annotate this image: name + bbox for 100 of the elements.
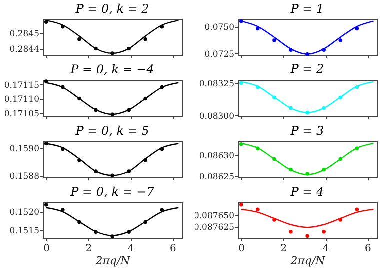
point <box>338 218 342 222</box>
point <box>306 110 310 115</box>
y-tick-label: 0.0725 <box>204 50 234 60</box>
point <box>44 20 48 24</box>
point <box>256 208 260 212</box>
x-tick-label: 6 <box>170 244 176 254</box>
y-tick-label: 0.08325 <box>199 80 234 90</box>
point <box>289 230 293 234</box>
point <box>338 96 342 100</box>
point <box>355 208 360 212</box>
x-tick-label: 6 <box>365 244 372 254</box>
point <box>78 37 82 42</box>
point <box>110 112 114 116</box>
y-tick-label: 0.17105 <box>4 110 40 120</box>
y-tick-label: 0.0750 <box>204 23 234 34</box>
point <box>127 170 131 174</box>
point <box>306 172 310 176</box>
y-tick-label: 0.1515 <box>10 226 40 236</box>
point <box>322 106 326 110</box>
x-tick-label: 4 <box>322 244 330 254</box>
line-series <box>240 20 374 55</box>
point <box>144 220 148 224</box>
point <box>160 24 164 29</box>
point <box>94 170 98 174</box>
point <box>289 168 293 172</box>
point <box>78 158 82 162</box>
point <box>355 85 360 90</box>
point <box>355 146 360 150</box>
point <box>289 48 293 52</box>
chart-title: P = 3 <box>290 124 325 138</box>
chart-title: P = 1 <box>290 2 324 16</box>
point <box>61 208 65 212</box>
point <box>94 230 98 234</box>
y-tick-label: 0.08630 <box>199 151 234 162</box>
chart-title: P = 2 <box>290 62 324 76</box>
point <box>110 52 114 56</box>
point <box>338 157 342 162</box>
point <box>289 106 293 110</box>
point <box>61 85 65 90</box>
point <box>256 146 260 150</box>
y-tick-label: 0.08300 <box>199 112 234 122</box>
point <box>144 158 148 162</box>
point <box>240 19 244 24</box>
chart-title: P = 4 <box>290 185 324 199</box>
point <box>144 96 148 101</box>
point <box>240 202 244 207</box>
y-tick-label: 0.17110 <box>4 95 40 106</box>
point <box>160 147 164 152</box>
y-tick-label: 0.1590 <box>10 144 40 154</box>
x-tick-label: 0 <box>44 244 50 254</box>
point <box>127 108 131 112</box>
y-tick-label: 0.2844 <box>10 45 40 56</box>
line-series <box>240 208 374 228</box>
point <box>272 157 276 162</box>
point <box>78 96 82 101</box>
chart-title: P = 0, k = 5 <box>74 124 150 138</box>
point <box>44 80 48 84</box>
point <box>144 37 148 42</box>
point <box>240 81 244 86</box>
point <box>355 26 360 31</box>
point <box>94 46 98 51</box>
y-tick-label: 0.08625 <box>199 172 234 183</box>
point <box>256 85 260 90</box>
chart-title: P = 0, k = −7 <box>70 185 155 199</box>
line-series <box>46 20 180 54</box>
x-tick-label: 0 <box>238 244 246 254</box>
x-tick-label: 4 <box>128 244 134 254</box>
point <box>78 220 82 224</box>
point <box>61 147 65 152</box>
y-tick-label: 0.2845 <box>10 30 40 40</box>
y-tick-label: 0.1520 <box>10 208 40 218</box>
point <box>110 174 114 178</box>
x-tick-label: 2 <box>86 244 92 254</box>
point <box>110 234 114 238</box>
x-tick-label: 2 <box>280 244 288 254</box>
point <box>127 46 131 51</box>
x-axis-title: 2πq/N <box>94 254 131 268</box>
point <box>94 108 98 112</box>
point <box>306 52 310 56</box>
point <box>338 38 342 42</box>
chart-title: P = 0, k = 2 <box>74 2 150 16</box>
chart-title: P = 0, k = −4 <box>70 62 154 77</box>
point <box>61 24 65 29</box>
point <box>272 96 276 100</box>
point <box>127 230 131 234</box>
point <box>44 142 48 146</box>
point <box>240 142 244 146</box>
point <box>306 234 310 238</box>
x-axis-title: 2πq/N <box>290 254 326 268</box>
point <box>272 218 276 222</box>
point <box>322 168 326 172</box>
point <box>256 26 260 31</box>
point <box>160 208 164 212</box>
point <box>44 203 48 207</box>
y-tick-label: 0.17115 <box>4 80 40 91</box>
point <box>272 38 276 42</box>
point <box>160 85 164 90</box>
point <box>322 230 326 234</box>
y-tick-label: 0.1588 <box>10 172 40 182</box>
point <box>322 48 326 52</box>
